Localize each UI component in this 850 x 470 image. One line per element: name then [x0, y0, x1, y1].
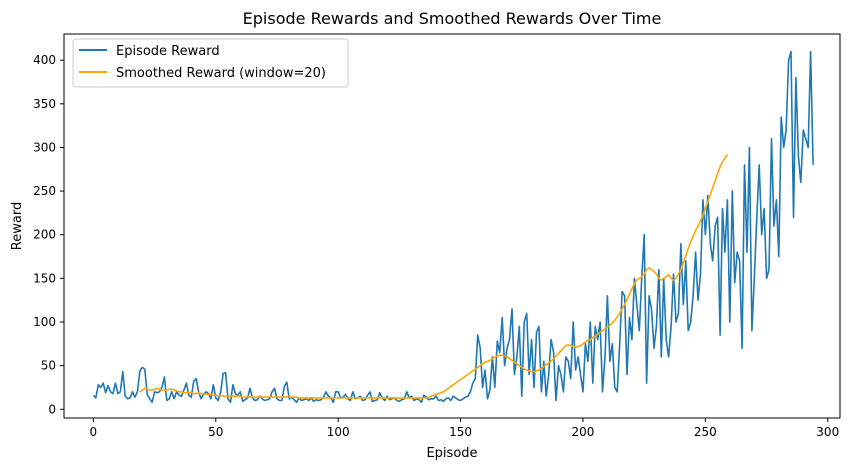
legend-label-episode-reward: Episode Reward — [116, 44, 220, 59]
x-tick-label: 200 — [572, 425, 595, 439]
axis-ticks: 0 50 100 150 200 250 300 0 50 100 150 200 250 300 350 4… — [33, 53, 839, 439]
y-axis-label: Reward — [10, 202, 25, 250]
legend: Episode Reward Smoothed Reward (window=2… — [72, 38, 349, 88]
series-line-smoothed-reward — [139, 153, 729, 399]
legend-label-smoothed-reward: Smoothed Reward (window=20) — [116, 66, 326, 81]
x-axis-label: Episode — [426, 446, 477, 461]
x-tick-label: 50 — [208, 425, 223, 439]
chart-title: Episode Rewards and Smoothed Rewards Ove… — [243, 9, 662, 28]
x-tick-label: 150 — [449, 425, 472, 439]
y-tick-label: 100 — [33, 315, 56, 329]
plot-area — [92, 50, 814, 404]
y-tick-label: 350 — [33, 97, 56, 111]
x-tick-label: 100 — [327, 425, 350, 439]
y-tick-label: 200 — [33, 228, 56, 242]
x-tick-label: 250 — [694, 425, 717, 439]
legend-box — [72, 38, 349, 88]
y-tick-label: 300 — [33, 140, 56, 154]
y-tick-label: 150 — [33, 271, 56, 285]
series-line-episode-reward — [92, 50, 814, 404]
y-tick-label: 50 — [41, 359, 56, 373]
x-tick-label: 0 — [90, 425, 98, 439]
x-tick-label: 300 — [816, 425, 839, 439]
y-tick-label: 250 — [33, 184, 56, 198]
y-tick-label: 400 — [33, 53, 56, 67]
plot-frame — [63, 33, 841, 419]
y-tick-label: 0 — [48, 402, 56, 416]
